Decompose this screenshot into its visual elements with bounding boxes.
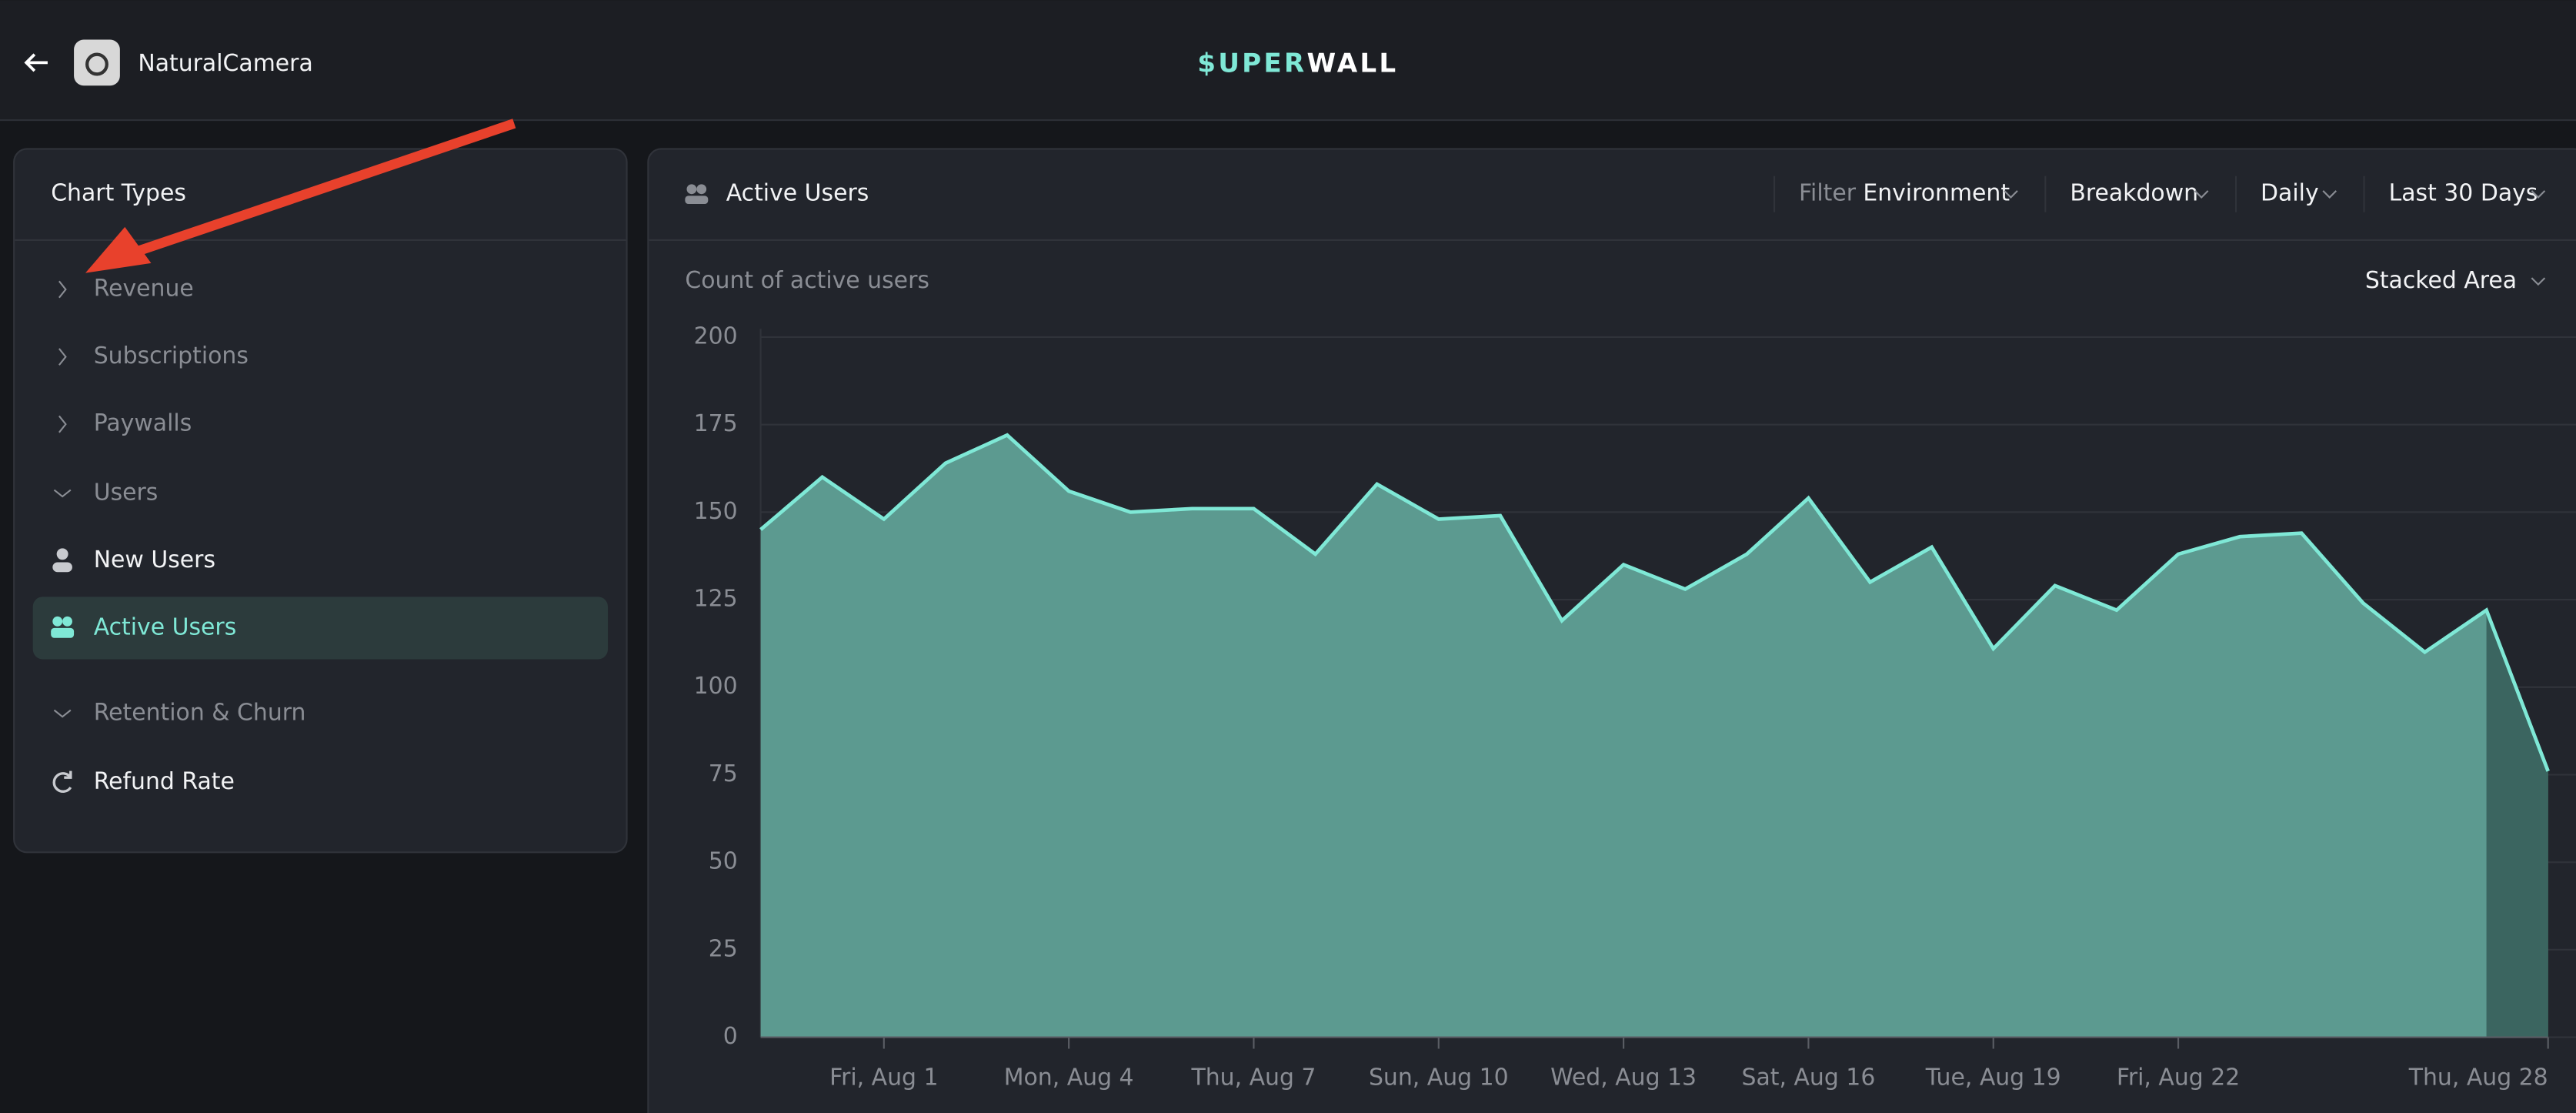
sidebar-item[interactable]: Active Users <box>94 613 237 640</box>
chevron <box>2004 190 2018 199</box>
logo: $UPERWALL <box>1197 48 1398 79</box>
x-tick-label: Sun, Aug 10 <box>1369 1064 1509 1091</box>
users-icon <box>685 196 709 204</box>
user-icon <box>52 562 72 573</box>
x-tick-label: Wed, Aug 13 <box>1550 1064 1697 1091</box>
app-icon <box>74 39 120 86</box>
x-tick-label: Fri, Aug 22 <box>2117 1064 2240 1091</box>
refresh-icon <box>52 770 72 794</box>
chevron <box>58 280 67 299</box>
sidebar-item[interactable]: Paywalls <box>94 410 192 437</box>
y-tick-label: 175 <box>694 410 738 437</box>
x-tick-label: Tue, Aug 19 <box>1925 1064 2061 1091</box>
logo-part: WALL <box>1306 48 1398 79</box>
panel-title: Active Users <box>726 180 869 207</box>
app-icon-lens <box>85 52 108 76</box>
chevron <box>2322 190 2337 199</box>
y-tick-label: 75 <box>709 760 738 787</box>
chevron <box>58 348 67 366</box>
dropdown[interactable]: Last 30 Days <box>2389 180 2538 207</box>
x-tick-label: Thu, Aug 28 <box>2408 1064 2548 1091</box>
line <box>759 433 2550 772</box>
annotation-arrow-head <box>85 226 152 273</box>
top-bar <box>0 0 2576 121</box>
chart-subtitle: Count of active users <box>685 267 929 294</box>
area <box>760 435 2548 1038</box>
y-tick-label: 200 <box>694 323 738 349</box>
dropdown[interactable]: Daily <box>2261 180 2319 207</box>
chevron <box>58 415 67 433</box>
sidebar-item[interactable]: Revenue <box>94 276 194 302</box>
x-tick-label: Mon, Aug 4 <box>1004 1064 1134 1091</box>
logo-part: $UPER <box>1197 48 1306 79</box>
users-icon <box>686 184 697 195</box>
dropdown[interactable]: Environment <box>1863 180 2010 207</box>
chevron <box>2194 190 2209 199</box>
sidebar-item[interactable]: New Users <box>94 546 215 573</box>
users-icon <box>62 616 72 627</box>
users-icon <box>52 616 63 627</box>
dropdown[interactable]: Breakdown <box>2070 180 2198 207</box>
filter-label: Filter <box>1799 180 1857 207</box>
dropdowns: Environment Breakdown Daily Last 30 Days <box>1863 175 2546 212</box>
app-name[interactable]: NaturalCamera <box>138 50 312 77</box>
y-tick-label: 50 <box>709 848 738 875</box>
y-tick-label: 125 <box>694 586 738 613</box>
users-icon <box>51 627 75 638</box>
incomplete-area <box>2486 610 2548 1038</box>
sidebar-card <box>13 148 628 854</box>
y-tick-label: 150 <box>694 498 738 525</box>
chevron <box>53 709 72 718</box>
sidebar-item[interactable]: Retention & Churn <box>94 699 306 726</box>
sidebar-item[interactable]: Users <box>94 479 158 506</box>
back-button[interactable] <box>24 53 48 72</box>
sidebar-list: Revenue Subscriptions Paywalls Users New Use… <box>32 276 609 795</box>
y-tick-label: 25 <box>709 935 738 962</box>
sidebar-item[interactable]: Subscriptions <box>94 343 249 369</box>
chart: 0 25 50 75 100 125 150 175 200 Fri, Aug 1 Mon, Aug… <box>694 323 2576 1091</box>
users-icon <box>696 184 707 195</box>
active-item-bg <box>32 597 609 660</box>
y-tick-label: 0 <box>723 1023 738 1050</box>
sidebar-title: Chart Types <box>51 180 186 207</box>
user-icon <box>56 548 68 560</box>
x-tick-label: Fri, Aug 1 <box>829 1064 938 1091</box>
x-tick-label: Thu, Aug 7 <box>1190 1064 1316 1091</box>
x-tick-label: Sat, Aug 16 <box>1742 1064 1876 1091</box>
chevron <box>2531 277 2546 286</box>
chevron <box>53 489 72 498</box>
annotation-arrow <box>129 119 516 259</box>
chevron <box>2531 190 2546 199</box>
chart-style-dropdown[interactable]: Stacked Area <box>2365 267 2517 294</box>
sidebar-item[interactable]: Refund Rate <box>94 768 235 795</box>
y-tick-label: 100 <box>694 673 738 700</box>
